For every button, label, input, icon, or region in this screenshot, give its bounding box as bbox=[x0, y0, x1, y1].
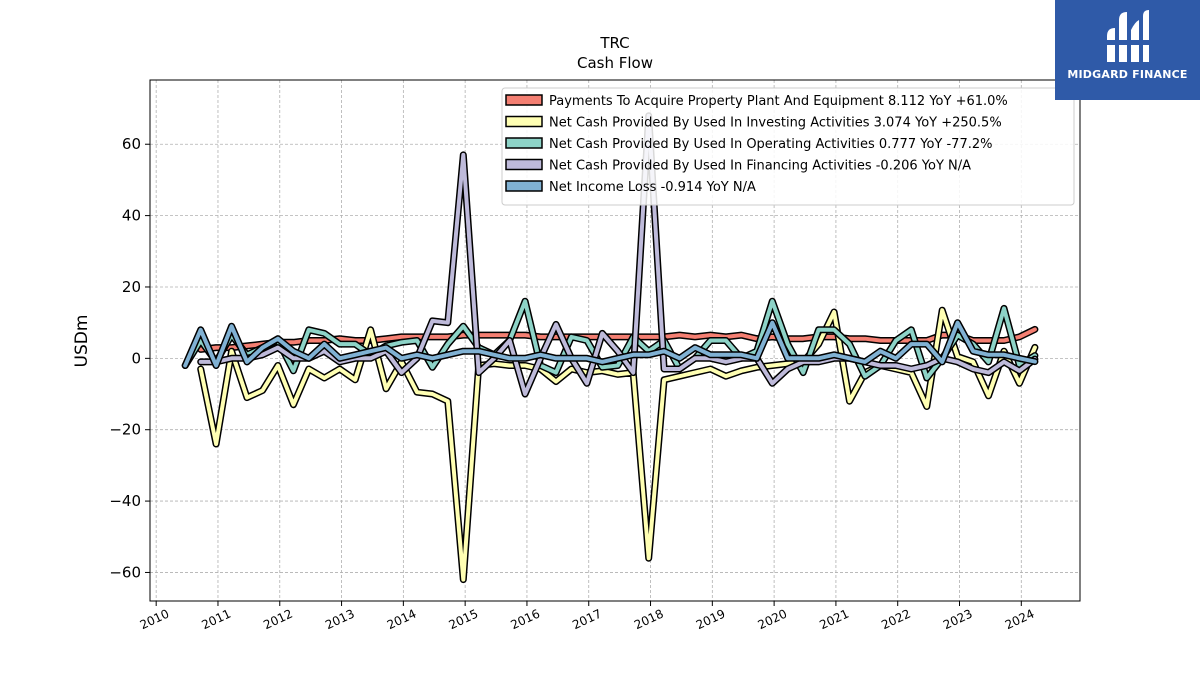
legend-swatch bbox=[505, 158, 543, 171]
y-tick-label: −40 bbox=[109, 492, 141, 510]
midgard-logo-icon bbox=[1107, 10, 1149, 62]
x-tick-label: 2021 bbox=[817, 607, 851, 633]
legend-box bbox=[501, 87, 1075, 206]
y-tick-label: 60 bbox=[122, 135, 141, 153]
x-tick-label: 2017 bbox=[570, 607, 604, 633]
series-line bbox=[183, 320, 1037, 368]
x-tick-label: 2012 bbox=[261, 607, 295, 633]
legend-swatch bbox=[505, 137, 543, 149]
legend-entry: Payments To Acquire Property Plant And E… bbox=[549, 94, 1008, 109]
legend-entry: Net Income Loss -0.914 YoY N/A bbox=[549, 180, 756, 195]
brand-logo: MIDGARD FINANCE bbox=[1055, 0, 1200, 100]
legend-swatch bbox=[505, 115, 543, 128]
x-tick-label: 2016 bbox=[508, 607, 542, 633]
legend: Payments To Acquire Property Plant And E… bbox=[501, 87, 1075, 206]
x-tick-label: 2010 bbox=[138, 607, 172, 633]
x-tick-label: 2011 bbox=[199, 607, 233, 633]
y-tick-label: −60 bbox=[109, 563, 141, 581]
x-tick-label: 2024 bbox=[1003, 607, 1037, 633]
series-line bbox=[183, 299, 1037, 380]
y-axis: −60 −40 −20 0 20 40 60 bbox=[109, 135, 150, 581]
x-tick-label: 2015 bbox=[447, 607, 481, 633]
x-tick-label: 2014 bbox=[385, 607, 419, 633]
chart-subtitle: Cash Flow bbox=[577, 54, 653, 72]
brand-logo-text: MIDGARD FINANCE bbox=[1067, 68, 1188, 81]
y-axis-label: USDm bbox=[72, 315, 92, 368]
plot-frame bbox=[149, 79, 1081, 602]
y-tick-label: 0 bbox=[131, 349, 141, 367]
x-axis: 2010 2011 2012 2013 2014 2015 2016 2017 2018 2019… bbox=[138, 601, 1037, 633]
x-tick-label: 2013 bbox=[323, 607, 357, 633]
series-lines bbox=[181, 112, 1039, 584]
legend-entry: Net Cash Provided By Used In Investing A… bbox=[549, 116, 1002, 131]
x-tick-label: 2018 bbox=[632, 607, 666, 633]
x-tick-label: 2020 bbox=[756, 607, 790, 633]
legend-entry: Net Cash Provided By Used In Financing A… bbox=[549, 159, 971, 174]
y-tick-label: −20 bbox=[109, 421, 141, 439]
legend-swatch bbox=[505, 94, 543, 106]
legend-swatch bbox=[505, 180, 543, 192]
legend-entry: Net Cash Provided By Used In Operating A… bbox=[549, 137, 992, 152]
chart-title: TRC bbox=[599, 34, 629, 52]
x-tick-label: 2023 bbox=[941, 607, 975, 633]
x-tick-label: 2022 bbox=[879, 607, 913, 633]
y-tick-label: 20 bbox=[122, 278, 141, 296]
series-line bbox=[198, 113, 1037, 396]
y-tick-label: 40 bbox=[122, 207, 141, 225]
x-tick-label: 2019 bbox=[694, 607, 728, 633]
